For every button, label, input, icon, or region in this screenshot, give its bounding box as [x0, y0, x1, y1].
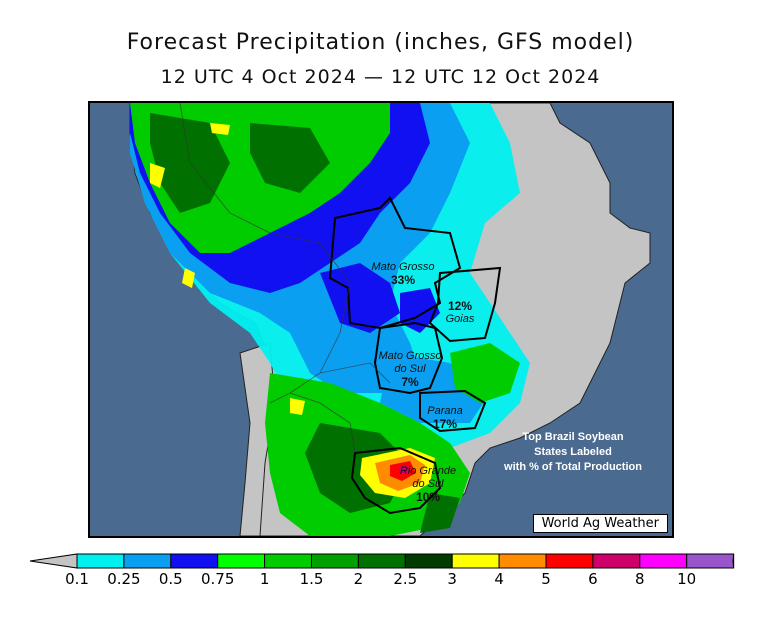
note-line-2: States Labeled: [534, 446, 612, 458]
label-parana: Parana 17%: [415, 405, 475, 431]
outline-parana: [419, 389, 487, 433]
legend-boxes: [29, 553, 735, 569]
label-mato-grosso: Mato Grosso 33%: [358, 261, 448, 287]
outline-mato-grosso: [328, 196, 462, 330]
legend-tick-1-5: 1.5: [299, 570, 324, 588]
legend-bin-0-5: [170, 553, 219, 569]
state-name-rio-grande-do-sul-line2: do Sul: [412, 478, 444, 490]
legend-bin-4: [498, 553, 547, 569]
legend-tick-3: 3: [447, 570, 457, 588]
legend-bin-1: [264, 553, 313, 569]
chart-subtitle: 12 UTC 4 Oct 2024 — 12 UTC 12 Oct 2024: [160, 66, 601, 88]
state-outlines: [328, 196, 502, 515]
state-name-mato-grosso-do-sul-line2: do Sul: [394, 363, 426, 375]
legend-tick-1: 1: [259, 570, 270, 588]
legend-tick-0-1: 0.1: [65, 570, 89, 588]
precipitation-map: Mato Grosso 33% 12% Goias Mato Grosso do…: [88, 101, 674, 538]
legend-bin-0-25: [123, 553, 172, 569]
label-mato-grosso-do-sul: Mato Grosso do Sul 7%: [365, 350, 455, 389]
state-percent-mato-grosso: 33%: [390, 273, 416, 287]
state-name-goias: Goias: [445, 313, 475, 325]
legend-bin-8: [639, 553, 688, 569]
state-percent-goias: 12%: [447, 299, 473, 313]
legend-bin-5: [545, 553, 594, 569]
note-line-1: Top Brazil Soybean: [522, 431, 624, 443]
legend-bin-2: [357, 553, 406, 569]
state-percent-parana: 17%: [432, 417, 458, 431]
legend-tick-10: 10: [677, 570, 697, 588]
legend-tick-6: 6: [588, 570, 598, 588]
state-name-parana: Parana: [427, 405, 463, 417]
legend-bin-3: [451, 553, 500, 569]
legend-bin-10: [686, 553, 735, 569]
country-borders: [179, 103, 391, 454]
legend-bin-0-75: [217, 553, 266, 569]
legend-tick-2-5: 2.5: [393, 570, 418, 588]
soybean-note: Top Brazil Soybean States Labeled with %…: [488, 430, 658, 475]
legend-tick-0-75: 0.75: [200, 570, 235, 588]
legend-tick-2: 2: [353, 570, 364, 588]
precip-magenta: [398, 465, 410, 474]
legend-arrow-above: [732, 553, 735, 569]
legend-arrow-below: [29, 553, 78, 569]
outline-rio-grande-do-sul: [350, 446, 442, 515]
legend-tick-4: 4: [494, 570, 504, 588]
legend-colorbar: [29, 553, 735, 569]
legend-tick-8: 8: [635, 570, 645, 588]
outline-goias: [428, 266, 502, 343]
state-name-rio-grande-do-sul-line1: Rio Grande: [399, 465, 457, 477]
legend-tick-0-5: 0.5: [158, 570, 183, 588]
legend-bin-6: [592, 553, 641, 569]
legend-tick-0-25: 0.25: [107, 570, 141, 588]
state-percent-rio-grande-do-sul: 10%: [415, 490, 441, 504]
chart-title: Forecast Precipitation (inches, GFS mode…: [126, 30, 635, 55]
map-graphic: [90, 103, 672, 536]
legend-bin-2-5: [404, 553, 453, 569]
state-name-mato-grosso: Mato Grosso: [371, 261, 435, 273]
outline-mato-grosso-do-sul: [373, 321, 444, 395]
state-name-mato-grosso-do-sul-line1: Mato Grosso: [378, 350, 442, 362]
legend-tick-5: 5: [541, 570, 551, 588]
label-rio-grande-do-sul: Rio Grande do Sul 10%: [388, 465, 468, 504]
legend-bin-0-1: [76, 553, 125, 569]
note-line-3: with % of Total Production: [504, 461, 642, 473]
legend-bin-1-5: [311, 553, 359, 569]
label-goias: 12% Goias: [430, 300, 490, 326]
credit-label: World Ag Weather: [532, 514, 668, 533]
state-percent-mato-grosso-do-sul: 7%: [401, 375, 419, 389]
